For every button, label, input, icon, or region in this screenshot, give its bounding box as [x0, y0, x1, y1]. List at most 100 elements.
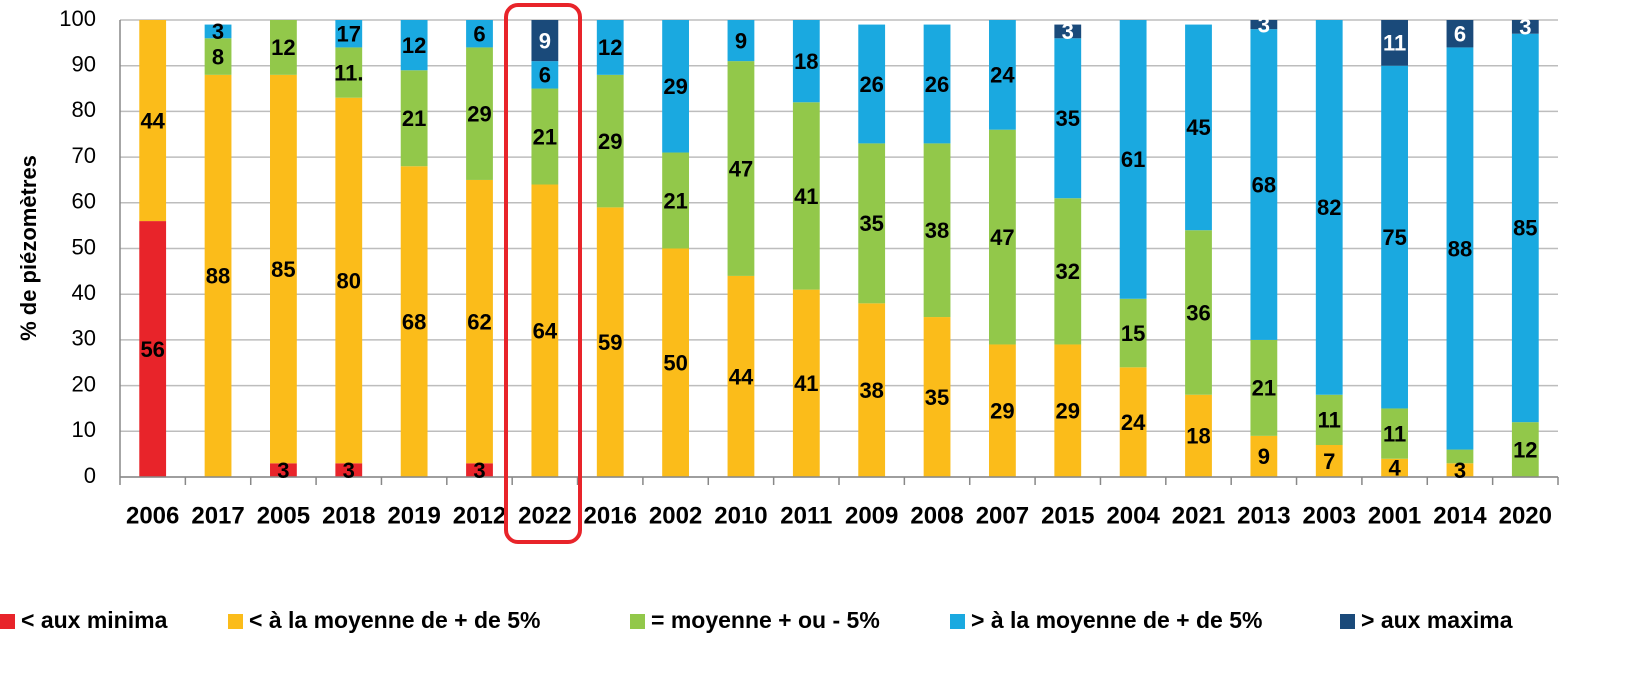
data-label: 41	[794, 371, 818, 396]
bar-segment	[1054, 344, 1082, 477]
bar-segment	[400, 166, 428, 477]
bar-segment	[270, 74, 297, 464]
data-label: 47	[990, 225, 1014, 250]
data-label: 24	[1121, 410, 1146, 435]
data-label: 29	[990, 399, 1014, 424]
y-tick-label: 30	[72, 326, 96, 351]
bar-segment	[989, 129, 1016, 345]
bar-segment	[1315, 20, 1343, 395]
bar-segment	[1511, 422, 1539, 477]
bar-segment	[1054, 198, 1082, 345]
data-label: 68	[1252, 172, 1276, 197]
bar-segment	[1315, 445, 1343, 477]
x-tick-label: 2010	[714, 502, 767, 529]
data-label: 29	[1056, 399, 1080, 424]
x-tick-label: 2011	[780, 502, 832, 529]
bar-segment	[466, 463, 493, 477]
data-label: 9	[539, 28, 551, 53]
x-tick-label: 2016	[584, 502, 637, 529]
bar-segment	[1446, 449, 1474, 464]
bar-segment	[727, 61, 755, 276]
data-label: 3	[343, 458, 355, 483]
data-label: 3	[1519, 15, 1531, 40]
bar-segment	[858, 303, 886, 477]
highlight-box	[504, 3, 582, 544]
legend-swatch	[950, 614, 965, 629]
bar-segment	[1185, 230, 1212, 395]
data-label: 68	[402, 309, 426, 334]
data-label: 3	[1258, 12, 1270, 37]
x-tick-label: 2014	[1433, 502, 1487, 529]
data-label: 18	[1186, 424, 1210, 449]
data-label: 18	[794, 49, 818, 74]
data-label: 6	[473, 22, 485, 47]
x-tick-label: 2003	[1303, 502, 1356, 529]
legend-swatch	[630, 614, 645, 629]
data-label: 9	[1258, 444, 1270, 469]
bar-segment	[270, 463, 297, 477]
data-label: 6	[1454, 22, 1466, 47]
x-tick-label: 2012	[453, 502, 506, 529]
data-label: 35	[1056, 106, 1080, 131]
data-label: 12	[1513, 437, 1537, 462]
data-label: 50	[663, 351, 687, 376]
legend-swatch	[0, 614, 15, 629]
data-label: 29	[598, 129, 622, 154]
bar-segment	[1446, 47, 1474, 450]
data-label: 35	[859, 211, 883, 236]
bar-segment	[531, 184, 559, 477]
bar-segment	[662, 20, 689, 153]
data-label: 3	[473, 458, 485, 483]
bar-segment	[989, 20, 1016, 130]
bar-segment	[596, 74, 624, 208]
bar-segment	[531, 88, 559, 185]
data-label: 3	[277, 458, 289, 483]
y-axis-label: % de piézomètres	[16, 155, 41, 341]
x-tick-label: 2018	[322, 502, 375, 529]
x-tick-label: 2007	[976, 502, 1029, 529]
bar-segment	[1250, 29, 1278, 340]
data-label: 38	[859, 378, 883, 403]
data-label: 12	[598, 35, 622, 60]
data-label: 56	[140, 337, 164, 362]
y-tick-label: 10	[72, 417, 96, 442]
data-label: 3	[212, 19, 224, 44]
bar-segment	[1250, 339, 1278, 436]
legend-swatch	[228, 614, 243, 629]
x-tick-label: 2005	[257, 502, 310, 529]
x-tick-label: 2020	[1499, 502, 1552, 529]
y-tick-label: 50	[72, 234, 96, 259]
data-label: 26	[859, 72, 883, 97]
data-label: 12	[271, 35, 295, 60]
bar-segment	[1381, 65, 1408, 409]
bar-segment	[1511, 33, 1539, 423]
data-label: 44	[729, 364, 754, 389]
data-label: 29	[467, 101, 491, 126]
bar-segment	[204, 74, 232, 477]
bar-segment	[596, 20, 624, 75]
data-label: 82	[1317, 195, 1341, 220]
data-label: 85	[1513, 216, 1537, 241]
legend-label: < à la moyenne de + de 5%	[249, 607, 540, 633]
bar-segment	[1119, 20, 1147, 299]
bar-segment	[1511, 20, 1539, 34]
x-tick-label: 2015	[1041, 502, 1094, 529]
bar-segment	[858, 143, 886, 304]
y-tick-label: 0	[84, 463, 96, 488]
data-label: 3	[1454, 458, 1466, 483]
bar-segment	[1119, 367, 1147, 477]
x-tick-label: 2006	[126, 502, 179, 529]
bar-segment	[139, 221, 167, 477]
x-tick-label: 2017	[191, 502, 244, 529]
legend-swatch	[1340, 614, 1355, 629]
bar-segment	[466, 20, 493, 48]
x-tick-label: 2022	[518, 502, 571, 529]
bar-segment	[531, 20, 559, 62]
bar-segment	[335, 47, 363, 98]
bar-segment	[1381, 408, 1408, 459]
bar-segment	[204, 38, 232, 75]
data-label: 44	[140, 108, 165, 133]
data-label: 11	[1318, 408, 1341, 433]
y-tick-label: 90	[72, 52, 96, 77]
data-label: 64	[533, 319, 558, 344]
